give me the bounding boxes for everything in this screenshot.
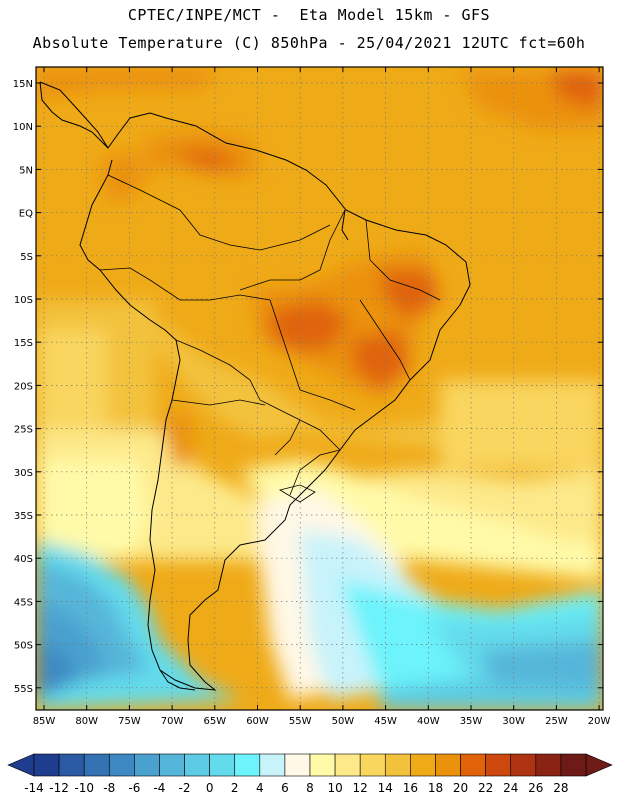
lon-label: 55W xyxy=(289,716,312,727)
colorbar-label: 24 xyxy=(503,781,518,795)
colorbar-swatch xyxy=(560,753,587,777)
lon-label: 75W xyxy=(118,716,141,727)
colorbar-high-arrow xyxy=(585,753,613,777)
colorbar-label: -8 xyxy=(103,781,115,795)
colorbar-swatch xyxy=(108,753,135,777)
colorbar-swatch xyxy=(259,753,286,777)
lon-label: 25W xyxy=(545,716,568,727)
colorbar-swatch xyxy=(159,753,185,777)
latitude-axis: 15N 10N 5N EQ 5S 10S 15S 20S 25S 30S 35S 40S 45S 50S 5… xyxy=(13,79,603,695)
colorbar-swatch xyxy=(384,753,411,777)
colorbar-swatch xyxy=(83,753,110,777)
colorbar-label: 14 xyxy=(378,781,393,795)
colorbar-swatch xyxy=(134,753,160,777)
colorbar-label: 6 xyxy=(281,781,289,795)
lon-label: 20W xyxy=(588,716,611,727)
lat-label: EQ xyxy=(19,209,33,220)
colorbar: -14 -12 -10 -8 -6 -4 -2 0 2 4 6 8 10 12 14 16 18 20 22 24 26… xyxy=(0,748,618,800)
lon-label: 50W xyxy=(332,716,355,727)
colorbar-swatch xyxy=(33,753,60,777)
colorbar-swatch xyxy=(209,753,236,777)
colorbar-swatch xyxy=(309,753,336,777)
colorbar-swatch xyxy=(435,753,461,777)
colorbar-swatch xyxy=(284,753,311,777)
lon-label: 35W xyxy=(460,716,483,727)
colorbar-label: 26 xyxy=(528,781,543,795)
colorbar-swatch xyxy=(234,753,261,777)
lat-label: 5N xyxy=(19,165,33,176)
lat-label: 45S xyxy=(14,597,33,608)
temperature-field xyxy=(36,67,603,710)
lat-label: 25S xyxy=(14,425,33,436)
colorbar-swatch xyxy=(485,753,512,777)
country-borders xyxy=(99,174,441,503)
colorbar-label: 16 xyxy=(403,781,418,795)
lat-label: 40S xyxy=(14,554,33,565)
colorbar-label: -4 xyxy=(153,781,165,795)
lat-label: 10S xyxy=(14,295,33,306)
colorbar-label: 0 xyxy=(206,781,214,795)
lon-label: 30W xyxy=(502,716,525,727)
lat-label: 30S xyxy=(14,468,33,479)
lat-label: 10N xyxy=(13,122,33,133)
colorbar-label: -14 xyxy=(24,781,44,795)
colorbar-low-arrow xyxy=(7,753,35,777)
lon-label: 80W xyxy=(75,716,98,727)
lon-label: 40W xyxy=(417,716,440,727)
map-frame xyxy=(35,66,604,711)
lat-label: 5S xyxy=(20,252,33,263)
colorbar-label: 12 xyxy=(353,781,368,795)
lat-label: 15N xyxy=(13,79,33,90)
title-line-2: Absolute Temperature (C) 850hPa - 25/04/… xyxy=(32,34,586,52)
lon-label: 85W xyxy=(33,716,56,727)
colorbar-label: 10 xyxy=(327,781,342,795)
colorbar-swatch xyxy=(359,753,386,777)
colorbar-label: -10 xyxy=(74,781,94,795)
lat-label: 20S xyxy=(14,381,33,392)
lon-label: 60W xyxy=(246,716,269,727)
colorbar-label: -2 xyxy=(179,781,191,795)
lon-label: 65W xyxy=(203,716,226,727)
colorbar-label: 4 xyxy=(256,781,264,795)
colorbar-swatch xyxy=(334,753,361,777)
colorbar-swatch xyxy=(510,753,537,777)
colorbar-swatch xyxy=(460,753,486,777)
colorbar-label: -12 xyxy=(49,781,69,795)
gridlines xyxy=(36,67,603,710)
colorbar-label: 8 xyxy=(306,781,314,795)
colorbar-swatch xyxy=(58,753,85,777)
colorbar-label: 22 xyxy=(478,781,493,795)
colorbar-swatch xyxy=(410,753,436,777)
coastlines xyxy=(39,81,471,691)
longitude-axis: 85W 80W 75W 70W 65W 60W 55W 50W 45W 40W 35W 30W 25W 2… xyxy=(33,67,611,727)
colorbar-label: -6 xyxy=(128,781,140,795)
lat-label: 15S xyxy=(14,338,33,349)
lon-label: 45W xyxy=(374,716,397,727)
colorbar-label: 20 xyxy=(453,781,468,795)
lat-label: 35S xyxy=(14,511,33,522)
lat-label: 55S xyxy=(14,684,33,695)
map-area: 15N 10N 5N EQ 5S 10S 15S 20S 25S 30S 35S 40S 45S 50S 5… xyxy=(0,60,618,740)
title-line-1: CPTEC/INPE/MCT - Eta Model 15km - GFS xyxy=(127,6,491,24)
colorbar-swatch xyxy=(535,753,562,777)
lat-label: 50S xyxy=(14,641,33,652)
colorbar-swatch xyxy=(184,753,210,777)
lon-label: 70W xyxy=(161,716,184,727)
colorbar-label: 28 xyxy=(553,781,568,795)
colorbar-label: 18 xyxy=(428,781,443,795)
colorbar-label: 2 xyxy=(231,781,239,795)
